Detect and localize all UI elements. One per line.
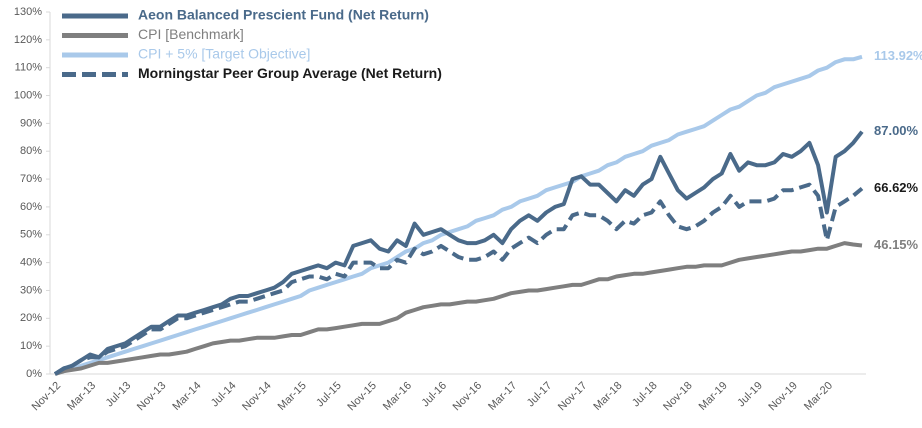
series-line <box>53 130 864 376</box>
x-tick-label: Jul-13 <box>104 380 134 410</box>
series-line <box>54 241 863 376</box>
x-tick-label: Jul-15 <box>314 380 344 410</box>
x-tick-label: Nov-14 <box>240 380 274 414</box>
series-line <box>53 182 864 376</box>
y-tick-label: 30% <box>20 284 42 296</box>
x-tick-label: Mar-14 <box>170 380 203 413</box>
x-tick-label: Mar-19 <box>697 380 730 413</box>
y-tick-label: 100% <box>14 89 42 101</box>
x-tick-label: Mar-17 <box>486 380 519 413</box>
x-tick-label: Jul-18 <box>630 380 660 410</box>
end-label: 46.15% <box>874 237 919 252</box>
series-line <box>54 54 863 376</box>
x-tick-label: Mar-13 <box>65 380 98 413</box>
legend-label: Aeon Balanced Prescient Fund (Net Return… <box>138 7 429 23</box>
x-tick-label: Jul-16 <box>419 380 449 410</box>
x-tick-label: Nov-19 <box>766 380 800 414</box>
x-tick-label: Mar-20 <box>802 380 835 413</box>
end-label: 87.00% <box>874 123 919 138</box>
x-tick-label: Nov-16 <box>451 380 485 414</box>
y-tick-label: 90% <box>20 117 42 129</box>
x-tick-label: Jul-14 <box>209 380 239 410</box>
x-tick-label: Nov-15 <box>345 380 379 414</box>
y-tick-label: 40% <box>20 257 42 269</box>
x-tick-label: Jul-19 <box>735 380 765 410</box>
y-tick-label: 0% <box>26 368 42 380</box>
y-tick-label: 60% <box>20 201 42 213</box>
x-tick-label: Mar-16 <box>381 380 414 413</box>
y-tick-label: 20% <box>20 312 42 324</box>
y-tick-label: 120% <box>14 34 42 46</box>
y-tick-label: 110% <box>15 62 43 74</box>
y-tick-label: 80% <box>20 145 42 157</box>
x-tick-label: Mar-15 <box>276 380 309 413</box>
x-tick-label: Mar-18 <box>591 380 624 413</box>
legend-label: Morningstar Peer Group Average (Net Retu… <box>138 65 442 81</box>
x-tick-label: Nov-12 <box>30 380 64 414</box>
legend-label: CPI [Benchmark] <box>138 26 244 42</box>
y-tick-label: 10% <box>20 340 42 352</box>
x-tick-label: Jul-17 <box>525 380 555 410</box>
legend-label: CPI + 5% [Target Objective] <box>138 46 310 62</box>
x-tick-label: Nov-18 <box>661 380 695 414</box>
y-tick-label: 70% <box>20 173 42 185</box>
y-tick-label: 130% <box>14 6 42 18</box>
x-tick-label: Nov-13 <box>135 380 169 414</box>
y-tick-label: 50% <box>20 229 42 241</box>
end-label: 66.62% <box>874 180 919 195</box>
end-label: 113.92% <box>874 48 922 63</box>
x-tick-label: Nov-17 <box>556 380 590 414</box>
